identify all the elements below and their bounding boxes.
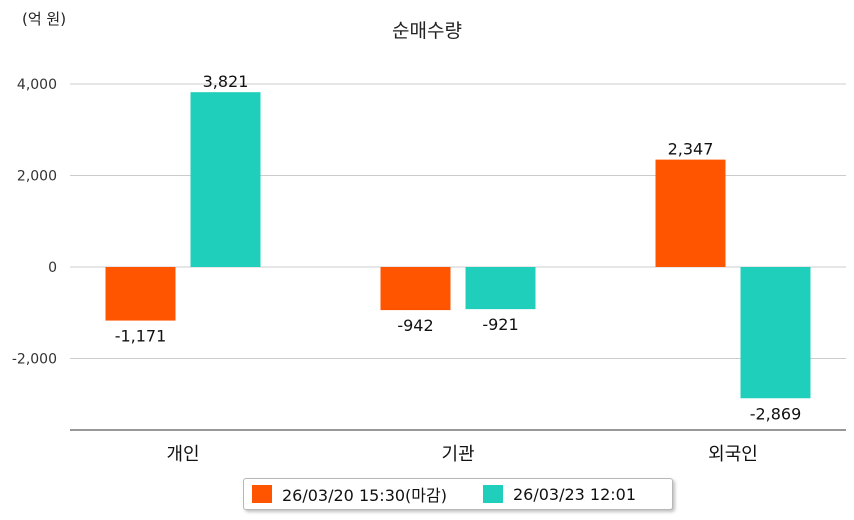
legend-label-series-1: 26/03/20 15:30(마감) — [282, 486, 447, 505]
data-label: -1,171 — [115, 327, 167, 346]
bar — [380, 267, 451, 311]
chart-title: 순매수량 — [392, 20, 462, 42]
bar — [655, 159, 726, 267]
bar — [190, 92, 261, 268]
y-tick-label: 0 — [48, 260, 57, 276]
y-tick-label: -2,000 — [12, 352, 57, 368]
bar — [465, 267, 536, 310]
unit-label: (억 원) — [22, 10, 67, 28]
x-category-label: 외국인 — [708, 444, 758, 465]
legend-swatch-series-2 — [482, 485, 503, 503]
bar — [740, 267, 811, 399]
data-label: 2,347 — [668, 140, 714, 159]
legend-label-series-2: 26/03/23 12:01 — [512, 484, 637, 504]
y-tick-label: 2,000 — [17, 169, 57, 185]
data-label: -942 — [397, 316, 433, 335]
data-label: -2,869 — [750, 404, 802, 423]
x-category-label: 개인 — [166, 444, 199, 465]
data-label: 3,821 — [203, 72, 249, 91]
legend-item-series-2[interactable]: 26/03/23 12:01 — [482, 484, 637, 504]
bar — [105, 267, 176, 321]
legend: 26/03/20 15:30(마감) 26/03/23 12:01 — [243, 478, 673, 510]
legend-swatch-series-1 — [252, 485, 272, 503]
y-tick-label: 4,000 — [17, 77, 57, 93]
x-category-label: 기관 — [441, 444, 474, 465]
legend-item-series-1[interactable]: 26/03/20 15:30(마감) — [252, 482, 447, 506]
data-label: -921 — [482, 315, 518, 334]
